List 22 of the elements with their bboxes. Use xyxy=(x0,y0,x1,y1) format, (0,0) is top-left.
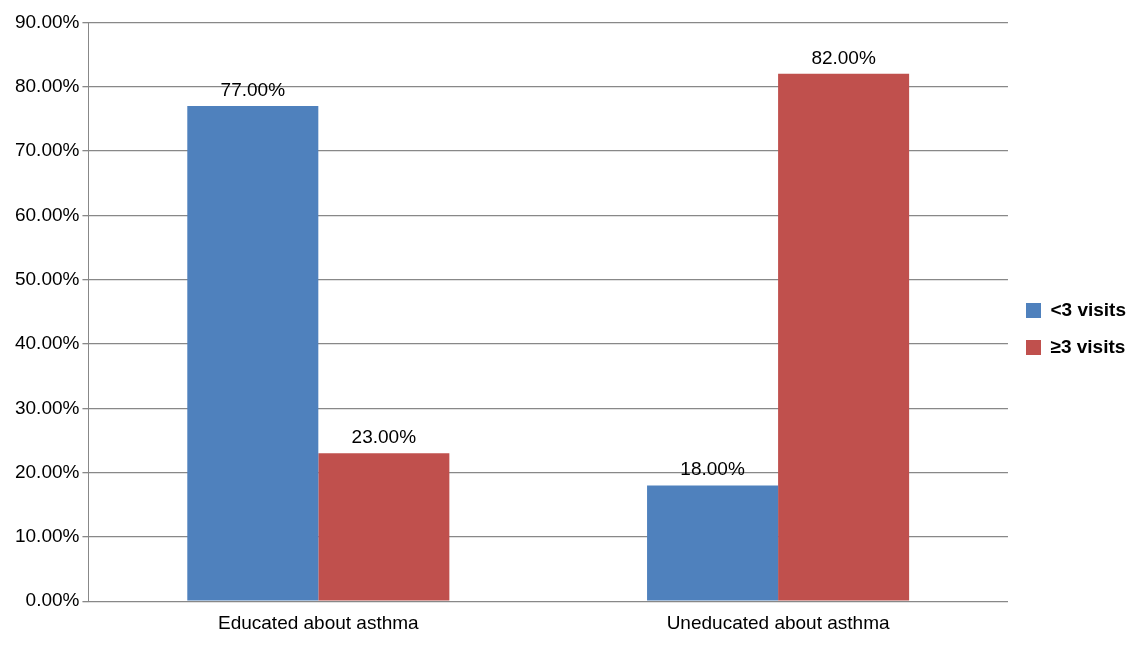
data-label: 77.00% xyxy=(220,78,286,100)
y-tick-label: 40.00% xyxy=(14,332,80,354)
y-tick-label: 70.00% xyxy=(14,139,80,161)
data-label: 82.00% xyxy=(811,46,876,68)
data-label: 18.00% xyxy=(680,458,745,480)
y-tick-label: 10.00% xyxy=(14,525,80,547)
y-tick-label: 30.00% xyxy=(14,396,80,418)
bar xyxy=(318,453,450,601)
y-tick-label: 80.00% xyxy=(14,74,80,96)
y-tick-label: 50.00% xyxy=(14,267,80,289)
bar xyxy=(647,485,779,601)
y-tick-label: 90.00% xyxy=(14,10,80,32)
data-label: 23.00% xyxy=(351,426,417,448)
bar xyxy=(187,106,319,601)
x-tick-label: Uneducated about asthma xyxy=(666,611,890,633)
y-tick-label: 20.00% xyxy=(14,460,80,482)
legend-label: <3 visits xyxy=(1050,298,1126,320)
y-tick-label: 0.00% xyxy=(25,589,80,611)
x-tick-label: Educated about asthma xyxy=(217,611,420,633)
legend-label: ≥3 visits xyxy=(1050,335,1126,357)
y-tick-label: 60.00% xyxy=(14,203,80,225)
bar xyxy=(778,73,910,601)
